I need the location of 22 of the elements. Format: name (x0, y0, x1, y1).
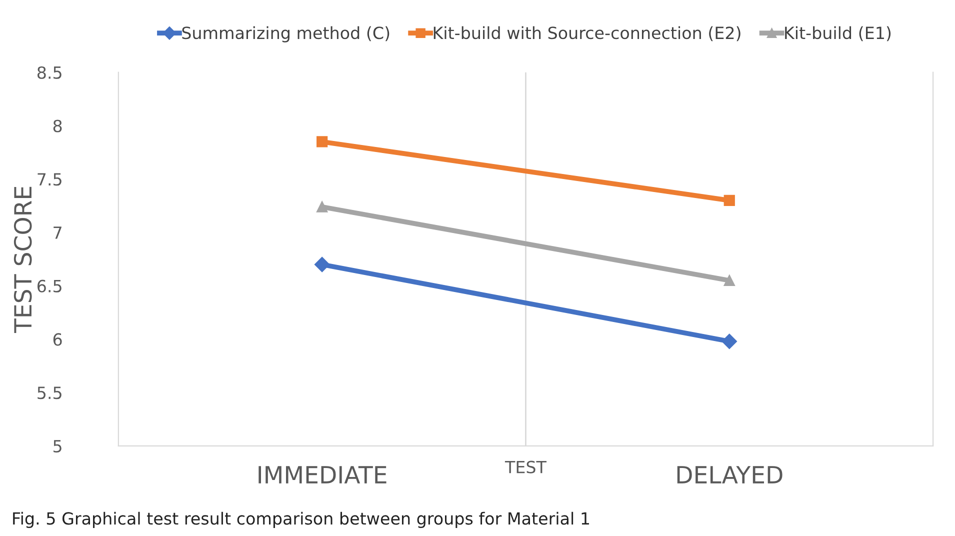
y-axis-title: TEST SCORE (14, 186, 32, 334)
y-tick-label: 7.5 (38, 173, 62, 186)
y-tick-label: 8.5 (37, 66, 62, 79)
legend-label: Summarizing method (C) (182, 26, 390, 42)
x-tick-label: IMMEDIATE (258, 466, 386, 484)
y-tick-label: 6 (53, 333, 62, 346)
caption: Fig. 5 Graphical test result comparison between groups for Material 1 (13, 512, 589, 528)
point (724, 274, 735, 286)
point (724, 194, 735, 206)
point (722, 334, 737, 349)
legend-label: Kit-build (E1) (785, 26, 891, 42)
point (314, 256, 330, 272)
point (316, 136, 328, 148)
point (316, 201, 328, 212)
y-tick-label: 7 (54, 226, 62, 239)
y-tick-label: 8 (53, 120, 62, 132)
legend-label: Kit-build with Source-connection (E2) (434, 26, 740, 42)
y-tick-label: 5 (54, 440, 62, 453)
x-tick-label: DELAYED (677, 466, 782, 484)
x-axis-title: TEST (504, 460, 547, 474)
y-tick-label: 6.5 (38, 280, 62, 292)
y-tick-label: 5.5 (38, 386, 62, 400)
